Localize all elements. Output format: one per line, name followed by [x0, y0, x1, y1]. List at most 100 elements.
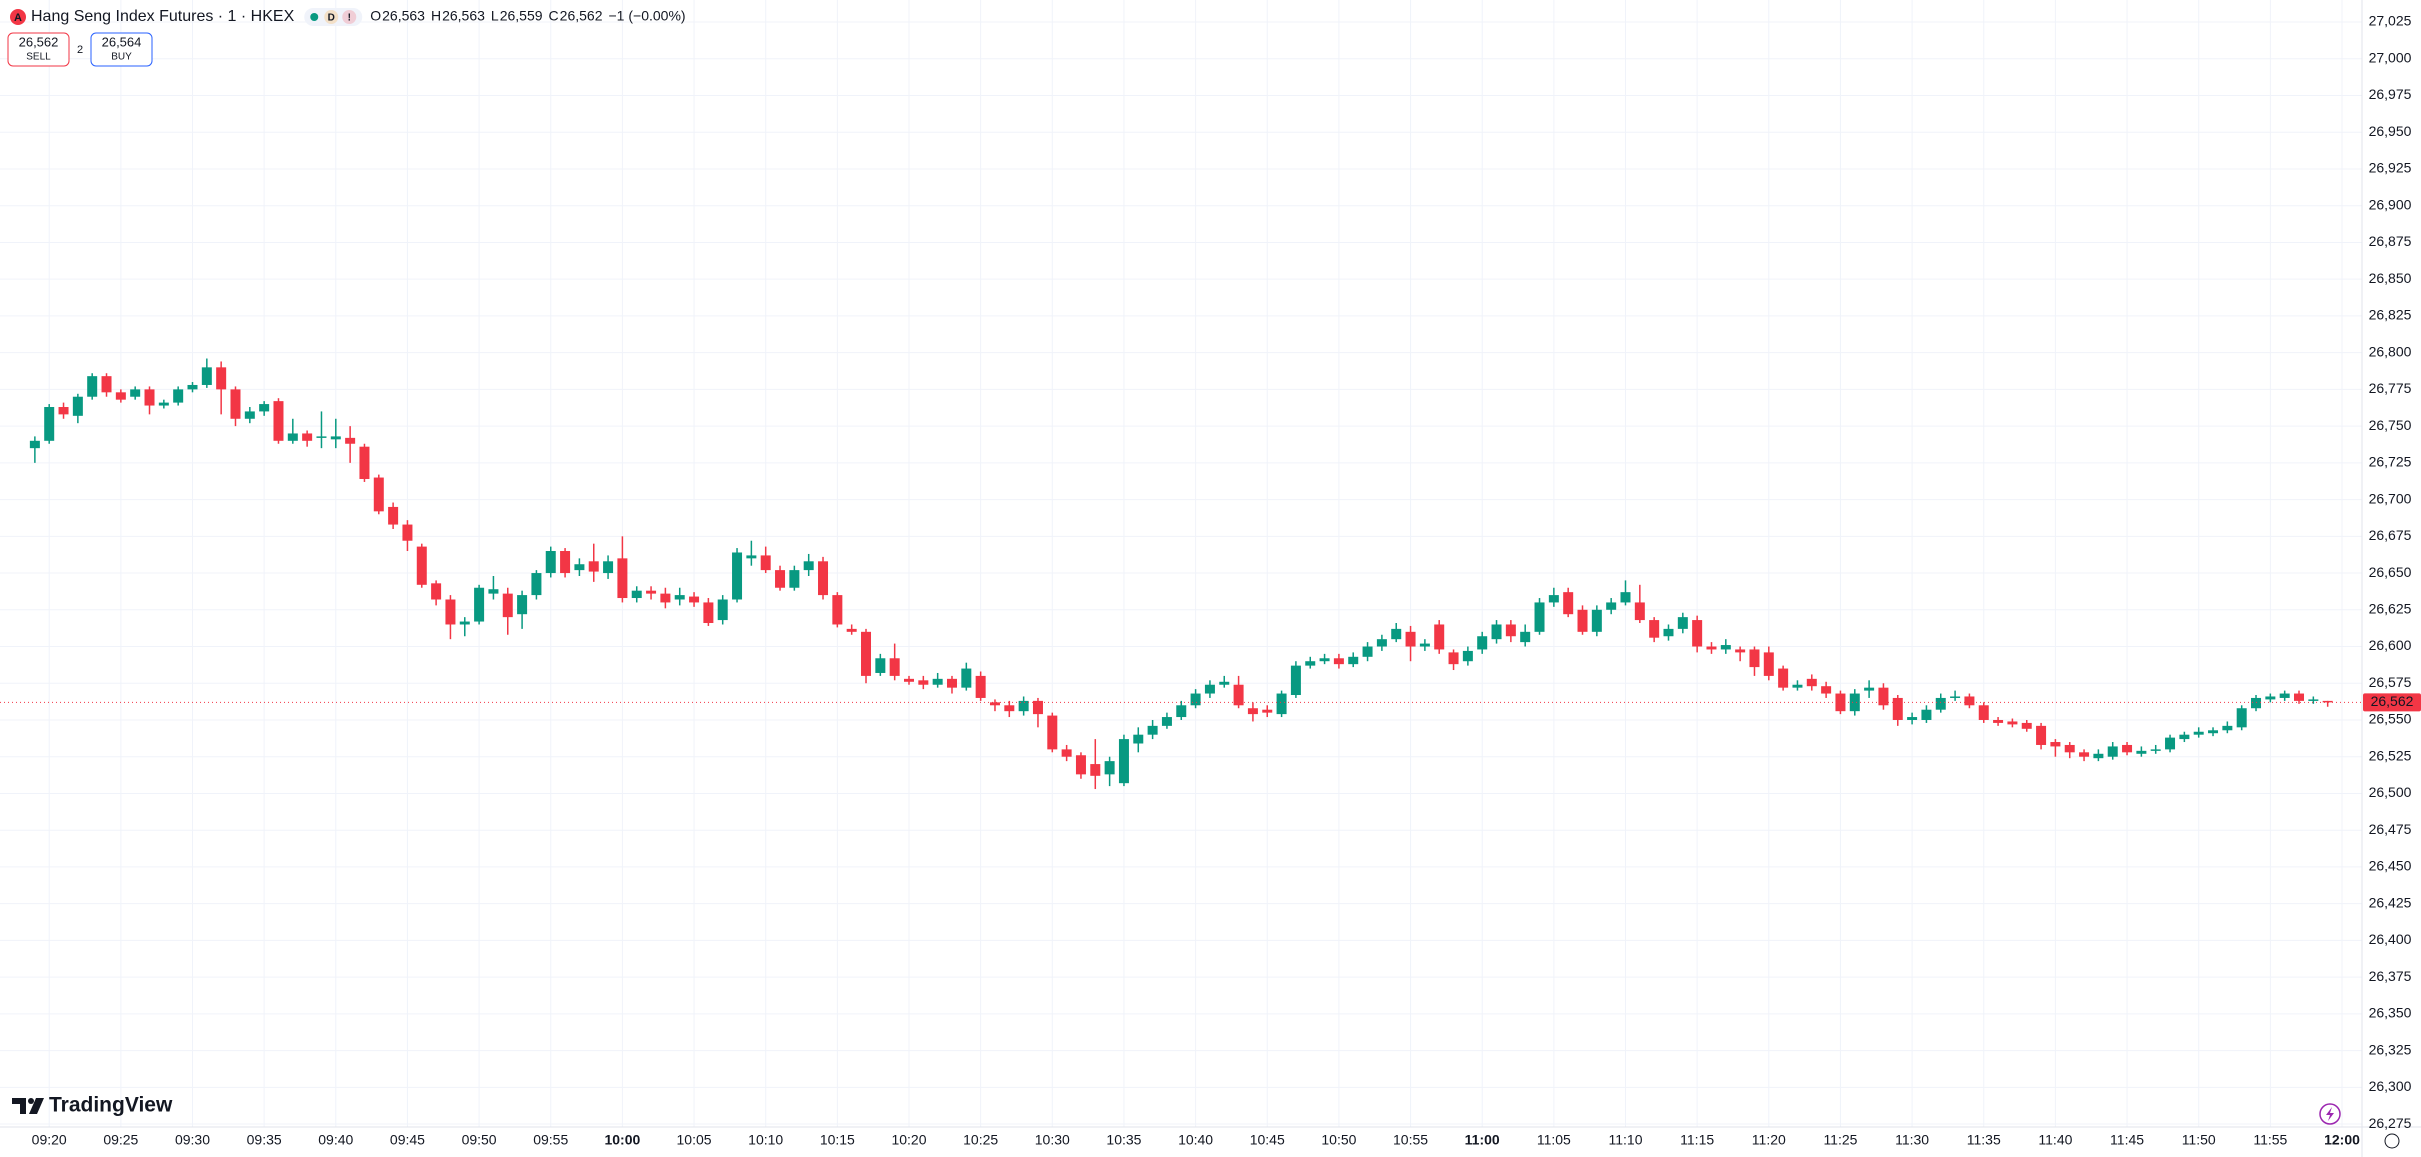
- ohlc-key: L: [491, 8, 499, 24]
- candle-body: [2150, 749, 2161, 751]
- logo-dot: [28, 1098, 34, 1104]
- brand-name: TradingView: [49, 1094, 173, 1117]
- candle-body: [2122, 744, 2133, 753]
- time-axis: [0, 1127, 2421, 1157]
- candle-body: [703, 602, 714, 624]
- candle-body: [1018, 700, 1029, 712]
- candle-body: [1677, 617, 1688, 629]
- candle-body: [1032, 700, 1043, 715]
- candle-body: [287, 433, 298, 441]
- candle-body: [1663, 628, 1674, 637]
- x-tick-label: 12:00: [2324, 1132, 2360, 1148]
- candle-body: [1333, 658, 1344, 665]
- y-tick-label: 26,725: [2369, 454, 2412, 470]
- candle-body: [1233, 684, 1244, 706]
- x-tick-label: 10:05: [677, 1132, 712, 1148]
- brand-logo: TradingView: [12, 1094, 173, 1117]
- ohlc-key: H: [431, 8, 441, 24]
- y-tick-label: 26,625: [2369, 600, 2412, 616]
- candle-body: [1075, 755, 1086, 775]
- x-tick-label: 11:10: [1609, 1132, 1643, 1148]
- candle-body: [459, 621, 470, 625]
- y-tick-label: 26,950: [2369, 123, 2412, 139]
- candle-body: [388, 506, 399, 525]
- candle-body: [846, 628, 857, 632]
- candle-body: [946, 678, 957, 688]
- candle-body: [545, 551, 556, 574]
- candle-body: [803, 561, 814, 571]
- candle-body: [2265, 696, 2276, 700]
- buy-price: 26,564: [102, 34, 142, 49]
- candle-body: [617, 558, 628, 599]
- candle-body: [1405, 631, 1416, 647]
- candle-body: [1505, 624, 1516, 637]
- candle-body: [1878, 687, 1889, 706]
- x-tick-label: 10:45: [1250, 1132, 1285, 1148]
- logo-mark: [12, 1098, 26, 1114]
- candle-body: [2079, 752, 2090, 757]
- candle-body: [2251, 697, 2262, 709]
- y-tick-label: 26,850: [2369, 270, 2412, 286]
- candle-body: [187, 384, 198, 390]
- candle-body: [1577, 609, 1588, 632]
- settings-icon[interactable]: [2384, 1133, 2400, 1149]
- last-price-box: [2363, 693, 2421, 712]
- x-tick-label: 09:50: [462, 1132, 497, 1148]
- y-tick-label: 26,775: [2369, 380, 2412, 396]
- candle-body: [1477, 636, 1488, 650]
- candle-body: [1649, 620, 1660, 638]
- candle-body: [1462, 650, 1473, 662]
- candle-body: [1118, 739, 1129, 784]
- sell-button[interactable]: [7, 32, 70, 67]
- candle-body: [918, 680, 929, 685]
- candle-body: [832, 595, 843, 625]
- candle-body: [474, 587, 485, 622]
- candle-body: [2193, 731, 2204, 735]
- candle-body: [101, 376, 112, 393]
- candle-body: [1176, 705, 1187, 718]
- x-tick-label: 09:45: [390, 1132, 425, 1148]
- candle-body: [330, 436, 341, 440]
- candle-body: [416, 546, 427, 585]
- candle-body: [1634, 602, 1645, 621]
- x-tick-label: 11:15: [1680, 1132, 1714, 1148]
- candle-body: [1591, 609, 1602, 632]
- candle-body: [775, 570, 786, 588]
- x-tick-label: 11:35: [1967, 1132, 2001, 1148]
- candle-body: [531, 573, 542, 596]
- candle-body: [1290, 665, 1301, 696]
- candle-body: [1993, 719, 2004, 723]
- candle-body: [1548, 595, 1559, 603]
- y-tick-label: 26,600: [2369, 637, 2412, 653]
- sell-label: SELL: [26, 52, 51, 63]
- candle-body: [574, 564, 585, 571]
- x-tick-label: 09:30: [175, 1132, 210, 1148]
- candle-body: [2294, 693, 2305, 701]
- candle-body: [861, 631, 872, 676]
- candle-body: [746, 555, 757, 559]
- lightning-icon[interactable]: [2319, 1103, 2341, 1125]
- candle-body: [1348, 656, 1359, 665]
- candle-body: [58, 407, 69, 415]
- candle-body: [789, 570, 800, 588]
- candle-body: [230, 389, 241, 419]
- header: A Hang Seng Index Futures · 1 · HKEX D! O 26…: [7, 8, 686, 67]
- badge-label: D: [328, 13, 335, 24]
- candle-body: [201, 367, 212, 385]
- candle-body: [1161, 717, 1172, 726]
- candle-body: [1806, 678, 1817, 687]
- candle-body: [989, 702, 1000, 706]
- lightning-glyph: [2326, 1107, 2334, 1121]
- candle-body: [2236, 708, 2247, 728]
- candle-body: [1620, 592, 1631, 603]
- candle-body: [2222, 725, 2233, 731]
- buy-button[interactable]: [90, 32, 153, 67]
- candle-body: [1849, 693, 1860, 712]
- y-tick-label: 26,675: [2369, 527, 2412, 543]
- candle-body: [1434, 624, 1445, 650]
- candle-body: [717, 599, 728, 621]
- y-tick-label: 26,500: [2369, 784, 2412, 800]
- candle-body: [1090, 764, 1101, 776]
